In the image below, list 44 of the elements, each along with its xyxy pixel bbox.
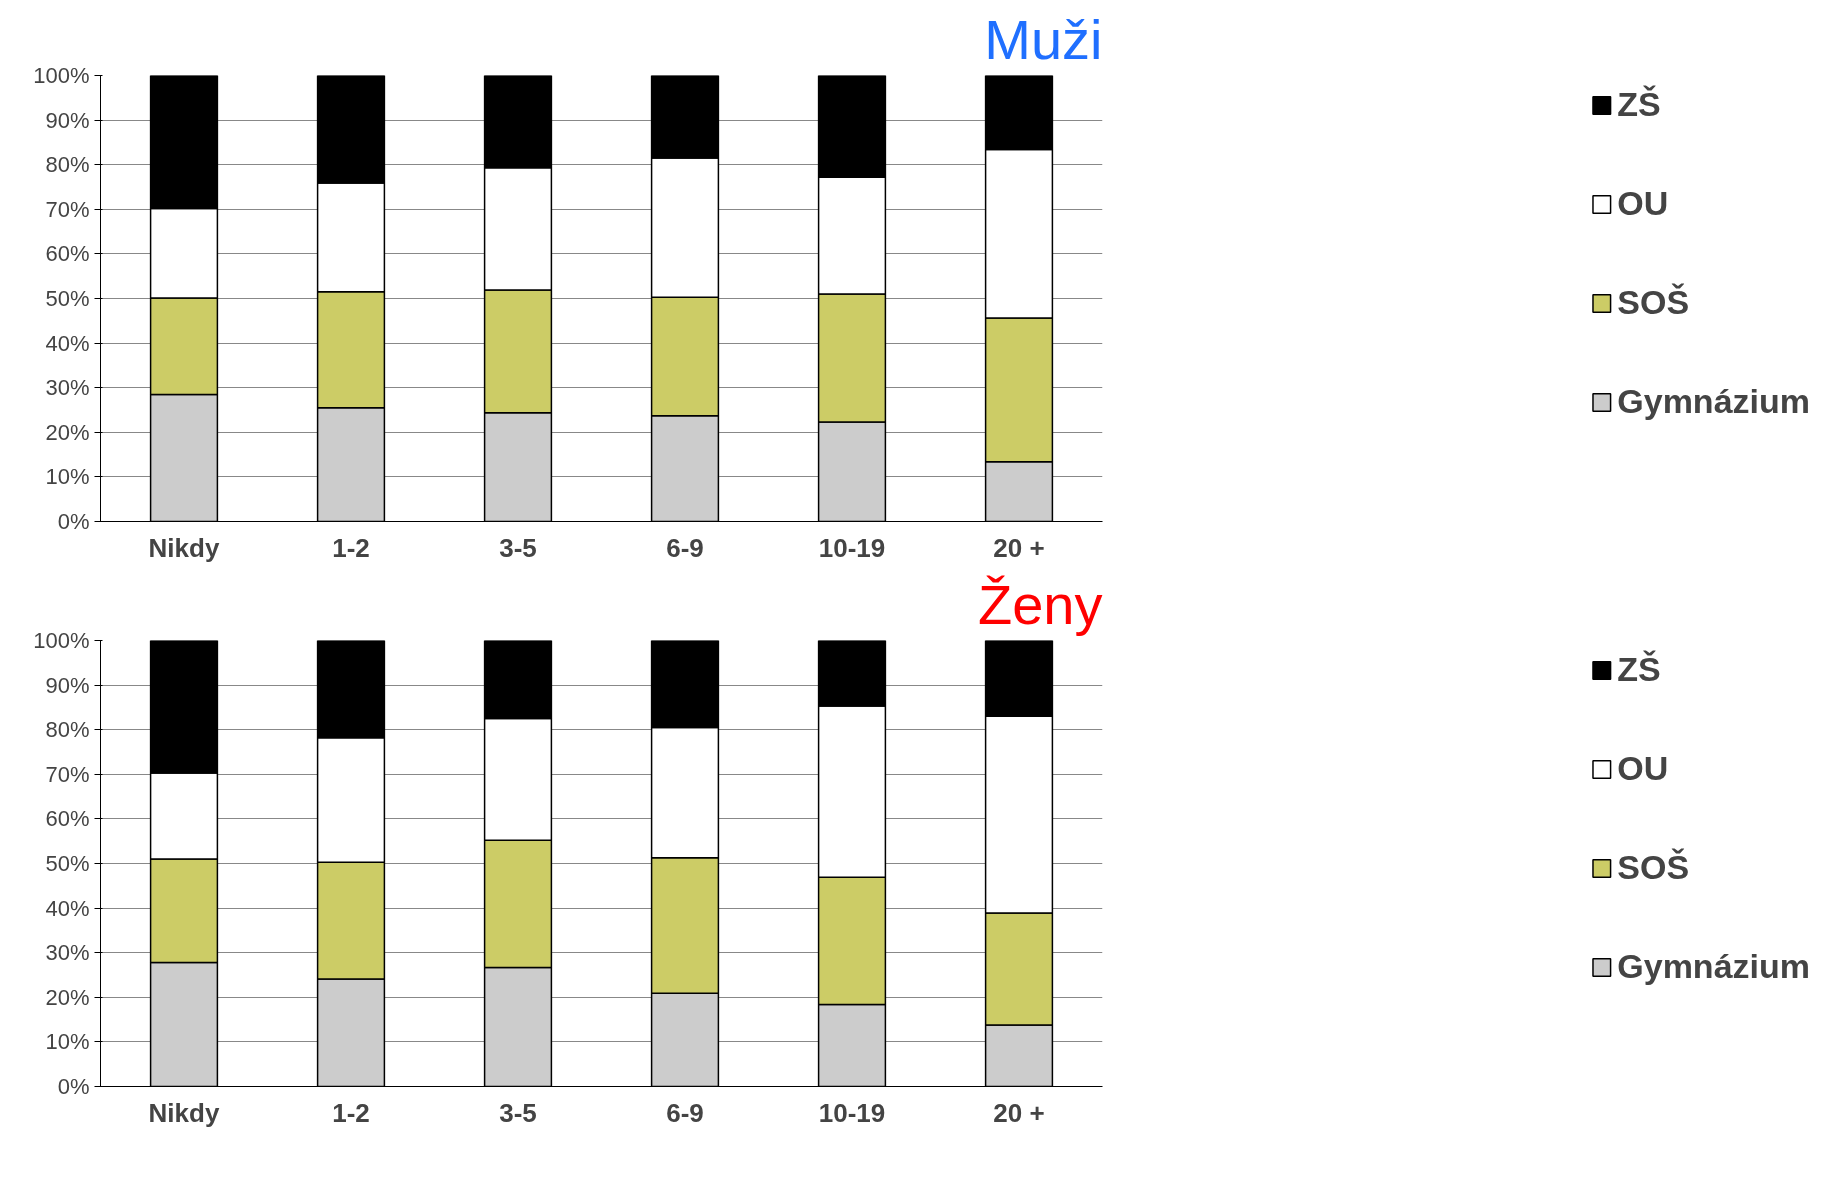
y-tick-label: 10% [45, 464, 90, 490]
x-tick-label: 20 + [993, 1097, 1045, 1128]
y-tick-label: 60% [45, 241, 90, 267]
chart-title: Ženy [978, 572, 1103, 636]
y-tick-label: 80% [45, 152, 90, 178]
legend-label: OU [1617, 749, 1669, 788]
legend-label: ZŠ [1617, 650, 1661, 689]
x-tick-label: 6-9 [666, 1097, 704, 1128]
y-tick-label: 50% [45, 851, 90, 876]
chart-title: Muži [984, 7, 1103, 71]
x-tick-label: Nikdy [148, 1097, 220, 1128]
x-tick-label: 20 + [993, 532, 1045, 563]
y-tick-label: 100% [33, 63, 90, 88]
x-tick-label: 1-2 [332, 532, 370, 563]
y-tick-label: 90% [45, 672, 90, 698]
legend-label: Gymnázium [1617, 947, 1810, 986]
y-tick-label: 90% [45, 107, 90, 133]
legend-label: OU [1617, 184, 1669, 223]
y-tick-label: 40% [45, 330, 90, 356]
y-tick-label: 20% [45, 419, 90, 445]
y-tick-label: 50% [45, 286, 90, 311]
legend-label: SOŠ [1617, 283, 1690, 322]
y-tick-label: 80% [45, 717, 90, 743]
y-tick-label: 70% [45, 761, 90, 787]
y-tick-label: 70% [45, 196, 90, 222]
y-tick-label: 40% [45, 895, 90, 921]
x-tick-label: 6-9 [666, 532, 704, 563]
y-tick-label: 60% [45, 806, 90, 832]
y-tick-label: 30% [45, 375, 90, 401]
legend-label: Gymnázium [1617, 382, 1810, 421]
x-tick-label: 3-5 [499, 1097, 537, 1128]
x-tick-label: 3-5 [499, 532, 537, 563]
y-tick-label: 10% [45, 1029, 90, 1055]
y-tick-label: 100% [33, 628, 90, 653]
y-tick-label: 20% [45, 984, 90, 1010]
y-tick-label: 0% [57, 1074, 90, 1099]
x-tick-label: 10-19 [818, 1097, 886, 1128]
x-tick-label: 10-19 [818, 532, 886, 563]
y-tick-label: 30% [45, 940, 90, 966]
x-tick-label: Nikdy [148, 532, 220, 563]
y-tick-label: 0% [57, 509, 90, 534]
legend-label: SOŠ [1617, 848, 1690, 887]
x-tick-label: 1-2 [332, 1097, 370, 1128]
legend-label: ZŠ [1617, 85, 1661, 124]
